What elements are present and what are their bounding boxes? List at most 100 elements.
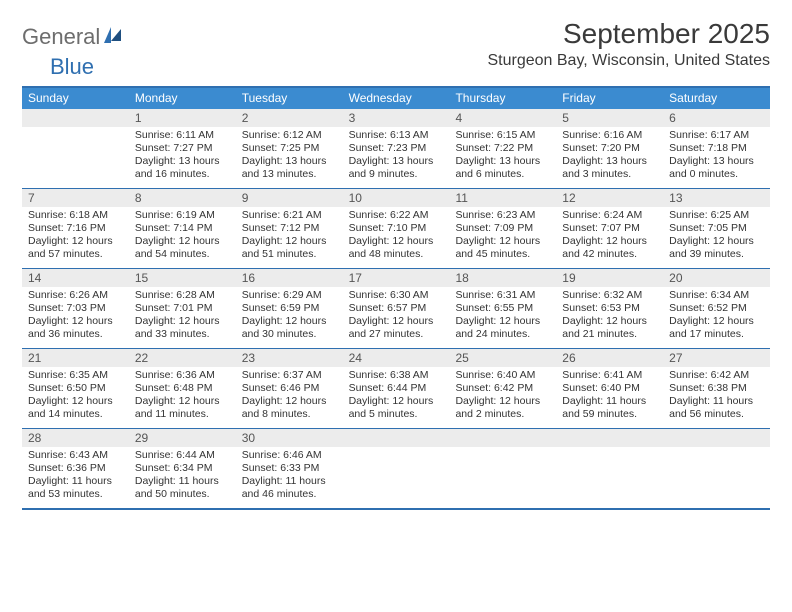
day-line-dl1: Daylight: 12 hours <box>28 315 123 328</box>
day-line-dl1: Daylight: 11 hours <box>135 475 230 488</box>
day-line-ss: Sunset: 7:09 PM <box>455 222 550 235</box>
day-cell: 3Sunrise: 6:13 AMSunset: 7:23 PMDaylight… <box>343 109 450 188</box>
day-number: 30 <box>236 429 343 447</box>
calendar-grid: Sunday Monday Tuesday Wednesday Thursday… <box>22 86 770 510</box>
day-line-ss: Sunset: 6:53 PM <box>562 302 657 315</box>
weekday-header: Monday <box>129 88 236 109</box>
day-line-ss: Sunset: 7:27 PM <box>135 142 230 155</box>
day-line-ss: Sunset: 6:48 PM <box>135 382 230 395</box>
day-line-sr: Sunrise: 6:18 AM <box>28 209 123 222</box>
day-number: 27 <box>663 349 770 367</box>
day-cell: 9Sunrise: 6:21 AMSunset: 7:12 PMDaylight… <box>236 189 343 268</box>
day-line-sr: Sunrise: 6:44 AM <box>135 449 230 462</box>
day-number: 17 <box>343 269 450 287</box>
day-number: 19 <box>556 269 663 287</box>
day-line-dl1: Daylight: 12 hours <box>455 315 550 328</box>
day-body <box>663 447 770 451</box>
day-cell: 24Sunrise: 6:38 AMSunset: 6:44 PMDayligh… <box>343 349 450 428</box>
day-line-dl2: and 11 minutes. <box>135 408 230 421</box>
day-line-ss: Sunset: 6:55 PM <box>455 302 550 315</box>
day-line-sr: Sunrise: 6:36 AM <box>135 369 230 382</box>
day-line-dl2: and 50 minutes. <box>135 488 230 501</box>
day-cell: 1Sunrise: 6:11 AMSunset: 7:27 PMDaylight… <box>129 109 236 188</box>
page-title: September 2025 <box>487 18 770 50</box>
day-body: Sunrise: 6:18 AMSunset: 7:16 PMDaylight:… <box>22 207 129 263</box>
day-cell: 7Sunrise: 6:18 AMSunset: 7:16 PMDaylight… <box>22 189 129 268</box>
day-number <box>663 429 770 447</box>
day-line-dl2: and 17 minutes. <box>669 328 764 341</box>
day-cell <box>556 429 663 508</box>
day-line-sr: Sunrise: 6:46 AM <box>242 449 337 462</box>
day-line-sr: Sunrise: 6:16 AM <box>562 129 657 142</box>
day-body: Sunrise: 6:30 AMSunset: 6:57 PMDaylight:… <box>343 287 450 343</box>
day-line-dl2: and 30 minutes. <box>242 328 337 341</box>
day-line-dl1: Daylight: 13 hours <box>669 155 764 168</box>
day-cell: 23Sunrise: 6:37 AMSunset: 6:46 PMDayligh… <box>236 349 343 428</box>
weekday-header: Sunday <box>22 88 129 109</box>
day-cell: 5Sunrise: 6:16 AMSunset: 7:20 PMDaylight… <box>556 109 663 188</box>
day-line-sr: Sunrise: 6:32 AM <box>562 289 657 302</box>
day-cell: 21Sunrise: 6:35 AMSunset: 6:50 PMDayligh… <box>22 349 129 428</box>
day-line-dl2: and 6 minutes. <box>455 168 550 181</box>
day-cell: 4Sunrise: 6:15 AMSunset: 7:22 PMDaylight… <box>449 109 556 188</box>
day-line-dl2: and 33 minutes. <box>135 328 230 341</box>
day-number: 8 <box>129 189 236 207</box>
day-number: 6 <box>663 109 770 127</box>
week-row: 14Sunrise: 6:26 AMSunset: 7:03 PMDayligh… <box>22 268 770 348</box>
day-line-dl2: and 53 minutes. <box>28 488 123 501</box>
day-cell: 8Sunrise: 6:19 AMSunset: 7:14 PMDaylight… <box>129 189 236 268</box>
brand-part1: General <box>22 24 100 50</box>
day-cell <box>22 109 129 188</box>
day-cell: 27Sunrise: 6:42 AMSunset: 6:38 PMDayligh… <box>663 349 770 428</box>
day-line-dl1: Daylight: 12 hours <box>135 315 230 328</box>
day-line-sr: Sunrise: 6:37 AM <box>242 369 337 382</box>
day-body: Sunrise: 6:28 AMSunset: 7:01 PMDaylight:… <box>129 287 236 343</box>
day-cell <box>663 429 770 508</box>
weeks-container: 1Sunrise: 6:11 AMSunset: 7:27 PMDaylight… <box>22 109 770 508</box>
day-line-dl2: and 57 minutes. <box>28 248 123 261</box>
day-line-dl1: Daylight: 12 hours <box>135 235 230 248</box>
day-line-dl1: Daylight: 12 hours <box>242 315 337 328</box>
day-line-dl2: and 45 minutes. <box>455 248 550 261</box>
day-line-sr: Sunrise: 6:31 AM <box>455 289 550 302</box>
day-line-ss: Sunset: 6:36 PM <box>28 462 123 475</box>
logo-triangle-dark-icon <box>111 29 121 41</box>
day-number: 21 <box>22 349 129 367</box>
day-line-sr: Sunrise: 6:30 AM <box>349 289 444 302</box>
day-cell: 6Sunrise: 6:17 AMSunset: 7:18 PMDaylight… <box>663 109 770 188</box>
day-body: Sunrise: 6:26 AMSunset: 7:03 PMDaylight:… <box>22 287 129 343</box>
day-line-ss: Sunset: 7:25 PM <box>242 142 337 155</box>
day-number: 26 <box>556 349 663 367</box>
day-cell: 14Sunrise: 6:26 AMSunset: 7:03 PMDayligh… <box>22 269 129 348</box>
day-body <box>22 127 129 131</box>
day-cell <box>449 429 556 508</box>
day-number: 9 <box>236 189 343 207</box>
day-body: Sunrise: 6:23 AMSunset: 7:09 PMDaylight:… <box>449 207 556 263</box>
weekday-header: Thursday <box>449 88 556 109</box>
day-number: 2 <box>236 109 343 127</box>
day-cell: 26Sunrise: 6:41 AMSunset: 6:40 PMDayligh… <box>556 349 663 428</box>
day-line-dl1: Daylight: 12 hours <box>242 235 337 248</box>
day-cell: 12Sunrise: 6:24 AMSunset: 7:07 PMDayligh… <box>556 189 663 268</box>
weekday-header: Wednesday <box>343 88 450 109</box>
day-body: Sunrise: 6:40 AMSunset: 6:42 PMDaylight:… <box>449 367 556 423</box>
day-number <box>343 429 450 447</box>
day-body: Sunrise: 6:15 AMSunset: 7:22 PMDaylight:… <box>449 127 556 183</box>
day-number: 20 <box>663 269 770 287</box>
title-block: September 2025 Sturgeon Bay, Wisconsin, … <box>487 18 770 70</box>
day-line-sr: Sunrise: 6:15 AM <box>455 129 550 142</box>
day-line-dl1: Daylight: 11 hours <box>669 395 764 408</box>
day-cell: 17Sunrise: 6:30 AMSunset: 6:57 PMDayligh… <box>343 269 450 348</box>
day-cell: 13Sunrise: 6:25 AMSunset: 7:05 PMDayligh… <box>663 189 770 268</box>
day-line-sr: Sunrise: 6:41 AM <box>562 369 657 382</box>
day-line-ss: Sunset: 7:16 PM <box>28 222 123 235</box>
day-body: Sunrise: 6:34 AMSunset: 6:52 PMDaylight:… <box>663 287 770 343</box>
day-body: Sunrise: 6:35 AMSunset: 6:50 PMDaylight:… <box>22 367 129 423</box>
day-line-dl2: and 13 minutes. <box>242 168 337 181</box>
day-line-ss: Sunset: 7:22 PM <box>455 142 550 155</box>
day-line-dl1: Daylight: 13 hours <box>562 155 657 168</box>
day-body: Sunrise: 6:41 AMSunset: 6:40 PMDaylight:… <box>556 367 663 423</box>
day-line-dl2: and 27 minutes. <box>349 328 444 341</box>
day-line-dl1: Daylight: 11 hours <box>242 475 337 488</box>
logo-triangle-icon <box>104 27 111 43</box>
